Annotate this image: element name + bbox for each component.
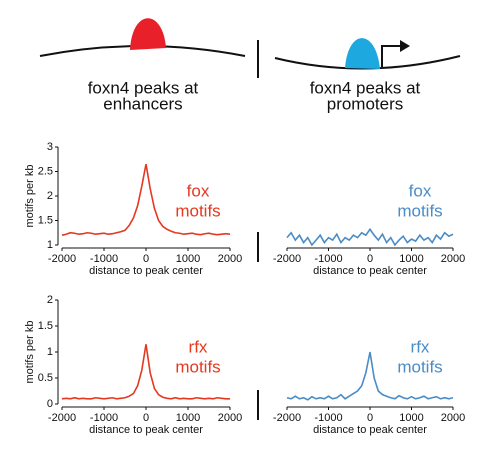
annotation: fox: [187, 181, 210, 200]
x-tick-label: -2000: [273, 253, 301, 265]
y-axis-label: motifs per kb: [24, 321, 36, 384]
y-axis-label: motifs per kb: [24, 165, 36, 228]
x-tick-label: -1000: [90, 412, 118, 424]
y-tick-label: 1: [47, 239, 53, 251]
x-tick-label: 1000: [399, 412, 423, 424]
x-tick-label: 1000: [176, 253, 200, 265]
annotation: motifs: [397, 357, 442, 376]
x-tick-label: 0: [367, 412, 373, 424]
x-tick-label: -2000: [48, 412, 76, 424]
x-tick-label: 0: [143, 253, 149, 265]
x-tick-label: 0: [143, 412, 149, 424]
annotation: rfx: [189, 337, 208, 356]
diagram-label: enhancers: [103, 94, 182, 113]
x-tick-label: -2000: [48, 253, 76, 265]
y-tick-label: 1.5: [38, 320, 53, 332]
x-tick-label: 2000: [441, 253, 465, 265]
x-tick-label: 1000: [399, 253, 423, 265]
x-axis-label: distance to peak center: [313, 265, 427, 277]
tss-arrow: [381, 45, 402, 67]
annotation: rfx: [411, 337, 430, 356]
x-tick-label: 2000: [218, 253, 242, 265]
annotation: fox: [409, 181, 432, 200]
x-axis-label: distance to peak center: [313, 424, 427, 436]
diagram-label: foxn4 peaks at: [88, 78, 199, 97]
promoter-peak: [345, 38, 380, 69]
y-tick-label: 0.5: [38, 372, 53, 384]
x-tick-label: -1000: [314, 412, 342, 424]
diagram-label: promoters: [327, 94, 404, 113]
x-tick-label: 2000: [441, 412, 465, 424]
y-tick-label: 1: [47, 346, 53, 358]
data-line: [286, 227, 454, 247]
x-tick-label: -1000: [314, 253, 342, 265]
x-tick-label: 2000: [218, 412, 242, 424]
y-tick-label: 2: [47, 190, 53, 202]
x-tick-label: 0: [367, 253, 373, 265]
y-tick-label: 3: [47, 141, 53, 153]
x-tick-label: 1000: [176, 412, 200, 424]
data-line: [61, 164, 231, 236]
y-tick-label: 2.5: [38, 165, 53, 177]
y-tick-label: 0: [47, 398, 53, 410]
y-tick-label: 2: [47, 294, 53, 306]
data-line: [286, 351, 454, 401]
x-axis-label: distance to peak center: [89, 265, 203, 277]
x-axis-label: distance to peak center: [89, 424, 203, 436]
annotation: motifs: [175, 357, 220, 376]
enhancer-peak: [130, 18, 166, 50]
data-line: [61, 344, 230, 400]
y-tick-label: 1.5: [38, 214, 53, 226]
x-tick-label: -2000: [273, 412, 301, 424]
x-tick-label: -1000: [90, 253, 118, 265]
annotation: motifs: [175, 201, 220, 220]
tss-arrowhead: [400, 40, 410, 52]
annotation: motifs: [397, 201, 442, 220]
diagram-label: foxn4 peaks at: [310, 78, 421, 97]
